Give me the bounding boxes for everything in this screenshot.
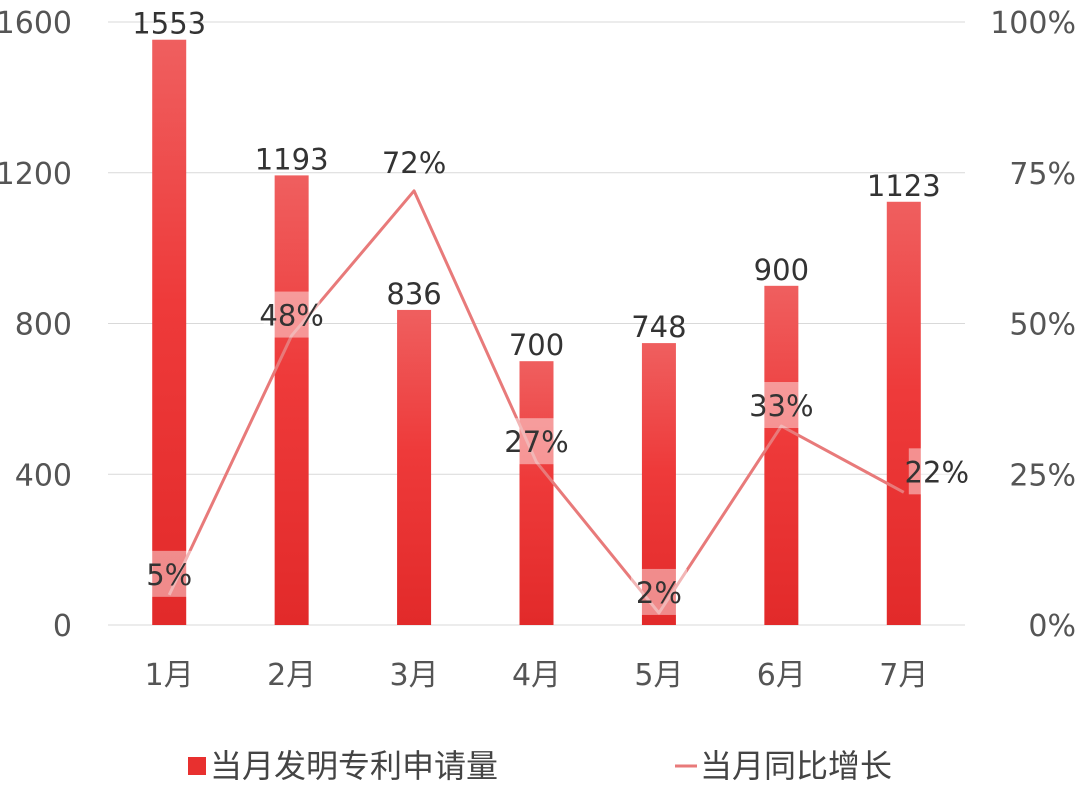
bar-value-labels: 1553 1193 836 700 748 900 1123 bbox=[132, 7, 940, 362]
line-value-labels: 5% 48% 72% 27% 2% 33% 22% bbox=[141, 146, 969, 615]
bar bbox=[152, 39, 187, 625]
legend-bar-swatch bbox=[188, 757, 206, 775]
line-label-box bbox=[908, 448, 965, 495]
bar bbox=[641, 343, 676, 625]
left-tick-label: 800 bbox=[15, 308, 72, 343]
line-label-box bbox=[753, 382, 810, 429]
line-value-label: 22% bbox=[905, 455, 969, 489]
line-value-label: 2% bbox=[636, 576, 682, 610]
line-value-label: 72% bbox=[382, 146, 446, 180]
bar-value-label: 748 bbox=[631, 310, 686, 344]
x-tick-label: 4月 bbox=[512, 658, 561, 693]
x-tick-label: 3月 bbox=[390, 658, 439, 693]
x-tick-label: 1月 bbox=[145, 658, 194, 693]
line-label-box bbox=[141, 550, 198, 597]
right-tick-label: 0% bbox=[1028, 609, 1076, 644]
line-label-box bbox=[630, 568, 687, 615]
legend-line-label: 当月同比增长 bbox=[700, 747, 892, 785]
bar-value-label: 900 bbox=[754, 253, 809, 287]
left-tick-label: 400 bbox=[15, 458, 72, 493]
left-tick-label: 1200 bbox=[0, 157, 72, 192]
right-tick-label: 50% bbox=[1009, 308, 1076, 343]
line-value-label: 33% bbox=[749, 389, 813, 423]
bar-series bbox=[152, 39, 921, 625]
line-value-label: 5% bbox=[146, 558, 192, 592]
left-axis: 0 400 800 1200 1600 bbox=[0, 6, 72, 644]
growth-line bbox=[167, 189, 905, 615]
left-tick-label: 1600 bbox=[0, 6, 72, 41]
bar bbox=[764, 285, 799, 625]
bar bbox=[274, 175, 309, 625]
legend-bar-label: 当月发明专利申请量 bbox=[210, 747, 498, 785]
bar-value-label: 700 bbox=[509, 328, 564, 362]
bar-value-label: 1553 bbox=[132, 7, 206, 41]
line-value-label: 27% bbox=[504, 425, 568, 459]
bar-value-label: 1193 bbox=[255, 142, 329, 176]
x-tick-label: 2月 bbox=[267, 658, 316, 693]
line-label-box bbox=[263, 291, 320, 338]
x-axis: 1月 2月 3月 4月 5月 6月 7月 bbox=[145, 658, 929, 693]
left-tick-label: 0 bbox=[53, 609, 72, 644]
x-tick-label: 6月 bbox=[757, 658, 806, 693]
legend: 当月发明专利申请量 当月同比增长 bbox=[188, 747, 892, 785]
bar-value-label: 836 bbox=[386, 277, 441, 311]
x-tick-label: 5月 bbox=[634, 658, 683, 693]
line-label-box bbox=[508, 418, 565, 465]
bar bbox=[519, 361, 554, 625]
right-tick-label: 100% bbox=[990, 6, 1076, 41]
gridlines bbox=[108, 21, 965, 626]
line-value-label: 48% bbox=[259, 299, 323, 333]
right-tick-label: 25% bbox=[1009, 458, 1076, 493]
bar bbox=[397, 309, 432, 625]
right-tick-label: 75% bbox=[1009, 157, 1076, 192]
right-axis: 0% 25% 50% 75% 100% bbox=[990, 6, 1076, 644]
line-series bbox=[167, 189, 905, 615]
x-tick-label: 7月 bbox=[879, 658, 928, 693]
bar bbox=[886, 201, 921, 625]
bar-value-label: 1123 bbox=[867, 169, 941, 203]
